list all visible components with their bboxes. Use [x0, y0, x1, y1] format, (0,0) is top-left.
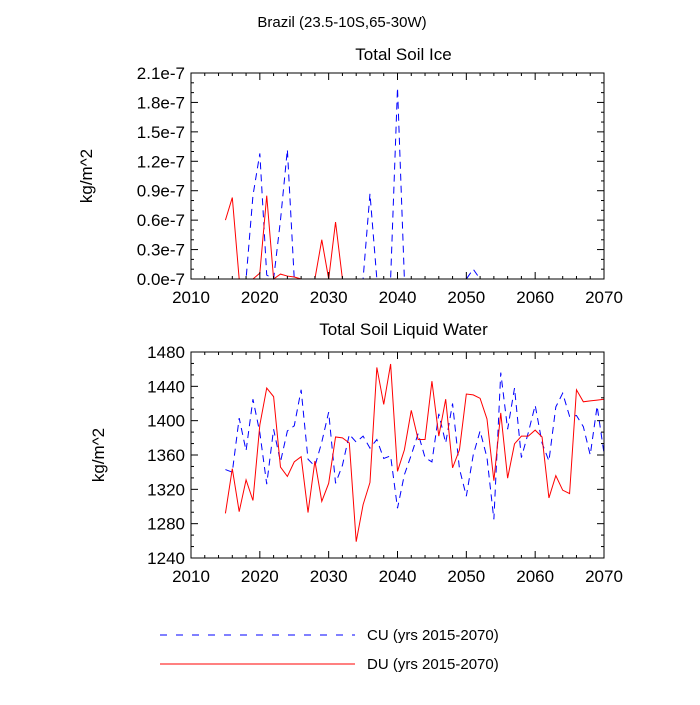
- plot-frame: [190, 351, 605, 559]
- y-tick-label: 1.8e-7: [137, 93, 185, 112]
- y-tick-label: 1320: [147, 480, 185, 499]
- y-tick-label: 1.5e-7: [137, 123, 185, 142]
- x-tick-label: 2050: [447, 288, 485, 307]
- y-axis-label: kg/m^2: [89, 428, 108, 482]
- y-axis-label: kg/m^2: [77, 149, 96, 203]
- y-tick-label: 0.0e-7: [137, 270, 185, 289]
- x-tick-label: 2030: [310, 288, 348, 307]
- x-tick-label: 2070: [585, 288, 623, 307]
- x-tick-label: 2020: [241, 567, 279, 586]
- x-tick-label: 2040: [379, 567, 417, 586]
- y-tick-label: 1240: [147, 549, 185, 568]
- plot-frame: [190, 72, 605, 280]
- x-tick-label: 2070: [585, 567, 623, 586]
- x-tick-label: 2040: [379, 288, 417, 307]
- panel-2: Total Soil Liquid Water kg/m^2 2010 2020 203…: [89, 320, 623, 586]
- y-tick-label: 1400: [147, 412, 185, 431]
- legend-label: CU (yrs 2015-2070): [367, 627, 499, 644]
- main-title: Brazil (23.5-10S,65-30W): [257, 14, 426, 31]
- x-tick-label: 2010: [172, 288, 210, 307]
- series-line-cu: [225, 372, 604, 520]
- y-tick-label: 1440: [147, 377, 185, 396]
- y-tick-label: 0.9e-7: [137, 182, 185, 201]
- y-tick-label: 1.2e-7: [137, 152, 185, 171]
- y-tick-label: 0.6e-7: [137, 211, 185, 230]
- x-tick-label: 2060: [516, 288, 554, 307]
- x-tick-label: 2030: [310, 567, 348, 586]
- y-tick-label: 1280: [147, 515, 185, 534]
- panel-title: Total Soil Liquid Water: [319, 320, 488, 339]
- legend: CU (yrs 2015-2070) DU (yrs 2015-2070): [160, 627, 499, 673]
- panel-title: Total Soil Ice: [355, 45, 451, 64]
- legend-label: DU (yrs 2015-2070): [367, 656, 499, 673]
- series-line-cu: [225, 87, 604, 280]
- y-tick-label: 2.1e-7: [137, 64, 185, 83]
- y-tick-label: 1480: [147, 343, 185, 362]
- panel-1: Total Soil Ice kg/m^2 2010 2020 2030 2040 2050…: [77, 45, 623, 307]
- series-line-du: [224, 195, 604, 280]
- x-tick-label: 2060: [516, 567, 554, 586]
- y-tick-label: 1360: [147, 446, 185, 465]
- y-tick-label: 0.3e-7: [137, 241, 185, 260]
- series-line-du: [224, 363, 604, 542]
- x-tick-label: 2010: [172, 567, 210, 586]
- x-tick-label: 2050: [447, 567, 485, 586]
- x-tick-label: 2020: [241, 288, 279, 307]
